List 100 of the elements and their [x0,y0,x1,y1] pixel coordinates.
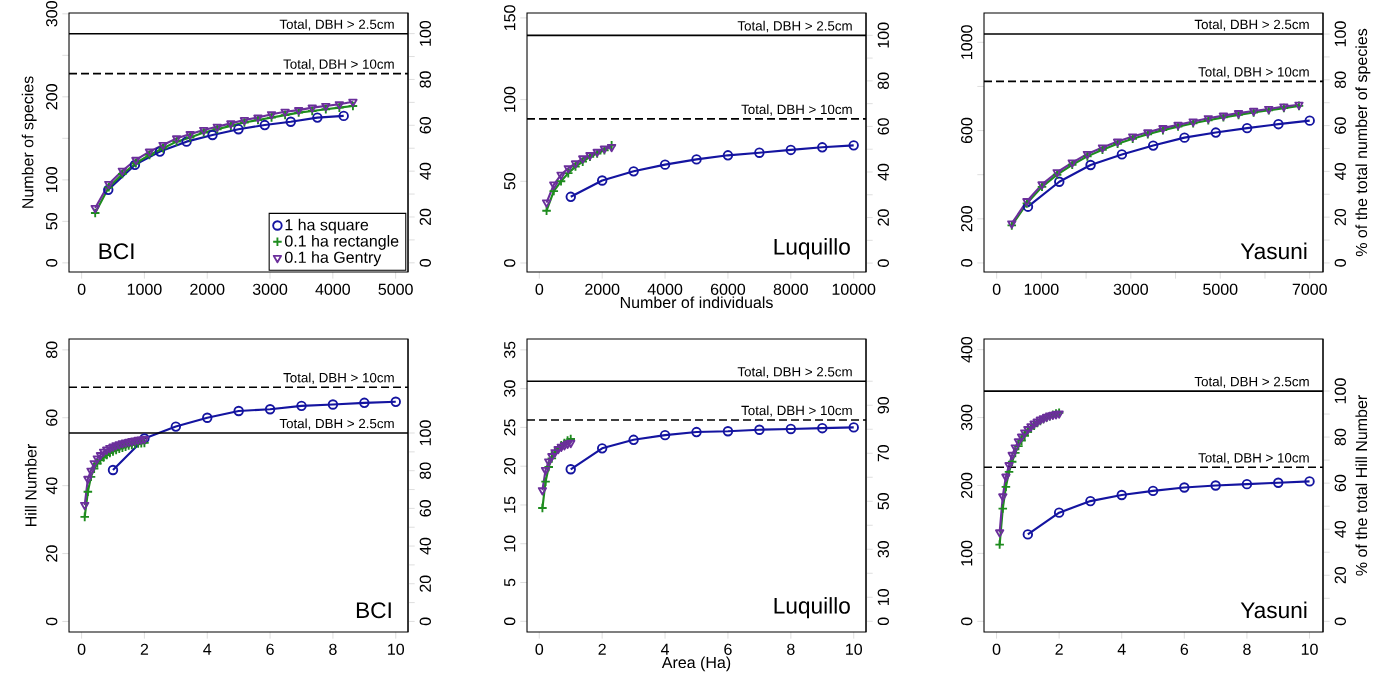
x-tick-label: 6000 [710,283,746,295]
y2-tick-label: 50 [877,492,889,510]
legend-label: 0.1 ha Gentry [284,251,382,267]
y-tick-label: 20 [504,457,516,475]
y-tick-label: 300 [961,404,973,431]
y-tick-label: 0 [961,617,973,626]
x-tick-label: 8 [329,643,337,655]
x-tick-label: 2 [1055,643,1063,655]
annotation: BCI [356,602,391,619]
y2-tick-label: 0 [1334,259,1346,267]
ref-line-label: Total, DBH > 10cm [741,104,852,116]
ref-line-label: Total, DBH > 10cm [741,405,852,417]
y2-tick-label: 60 [877,118,889,135]
y-tick-label: 300 [46,1,58,27]
y-tick-label: 35 [504,341,516,359]
y-tick-label: 200 [961,472,973,499]
ref-line-label: Total, DBH > 2.5cm [279,418,394,430]
legend-label: 1 ha square [285,218,369,234]
y-tick-label: 100 [504,86,516,112]
y-tick-label: 50 [504,173,516,190]
x-tick-label: 4000 [647,283,683,295]
y2-tick-label: 60 [1334,117,1346,134]
y2-tick-label: 40 [877,163,889,181]
y2-tick-label: 0 [419,617,431,626]
x-tick-label: 1000 [127,283,162,295]
y2-tick-label: 100 [877,22,889,48]
x-tick-label: 3000 [252,283,288,295]
ref-line-label: Total, DBH > 10cm [283,59,394,71]
y2-tick-label: 80 [877,72,889,90]
x-tick-label: 8 [1243,643,1251,655]
y-tick-label: 0 [46,617,58,626]
x-tick-label: 8 [787,643,795,655]
x-tick-label: 2 [598,643,606,655]
y2-tick-label: 0 [877,617,889,626]
y-tick-label: 100 [961,540,973,566]
x-tick-label: 10 [846,643,863,655]
x-tick-label: 2000 [585,283,620,295]
ref-line-label: Total, DBH > 2.5cm [737,20,852,33]
y-axis-title: Hill Number [24,444,37,526]
ref-line-label: Total, DBH > 2.5cm [737,366,852,379]
x-tick-label: 5000 [378,283,413,295]
x-tick-label: 7000 [1292,283,1327,295]
y2-tick-label: 60 [1334,474,1346,492]
y-tick-label: 15 [504,496,516,513]
annotation: BCI [99,243,134,260]
y2-tick-label: 10 [877,589,889,605]
y2-tick-label: 100 [419,420,431,446]
y2-tick-label: 100 [419,20,431,46]
x-tick-label: 10 [1301,643,1318,655]
y2-tick-label: 20 [1334,208,1346,226]
y-tick-label: 20 [46,545,58,562]
y2-tick-label: 40 [419,537,431,555]
y2-tick-label: 0 [419,258,431,267]
y-tick-label: 25 [504,419,516,436]
y-tick-label: 10 [504,535,516,552]
y-tick-label: 40 [46,477,58,495]
x-tick-label: 0 [77,283,86,295]
y2-tick-label: 40 [1334,520,1346,538]
x-tick-label: 6 [724,643,732,655]
y2-tick-label: 30 [877,540,889,558]
annotation: Yasuni [1240,242,1307,260]
y-tick-label: 50 [46,213,58,230]
y2-tick-label: 100 [1334,21,1346,47]
y2-tick-label: 60 [419,500,431,517]
y2-tick-label: 80 [1334,71,1346,89]
y2-tick-label: 90 [877,396,889,414]
y2-tick-label: 0 [1334,617,1346,626]
annotation: Luquillo [774,238,850,260]
annotation: Yasuni [1240,601,1307,619]
y2-tick-label: 20 [419,575,431,592]
y-tick-label: 150 [504,5,516,31]
x-tick-label: 3000 [1113,283,1148,295]
x-tick-label: 4 [1117,643,1126,655]
ref-line-label: Total, DBH > 2.5cm [1194,376,1309,388]
y-tick-label: 0 [504,259,516,267]
x-tick-label: 4 [660,643,670,655]
y-tick-label: 200 [961,206,973,232]
legend-label: 0.1 ha rectangle [284,234,399,250]
y2-tick-label: 80 [1334,428,1346,446]
y2-tick-label: 20 [1334,566,1346,584]
x-tick-label: 0 [535,283,544,295]
x-axis-title: Number of individuals [620,296,773,309]
y2-axis-title: % of the total Hill Number [1355,395,1368,576]
x-tick-label: 10 [388,643,405,655]
x-tick-label: 6 [266,643,274,655]
x-tick-label: 6 [1180,643,1189,655]
y-tick-label: 30 [504,380,516,397]
x-tick-label: 2000 [190,283,225,295]
x-tick-label: 0 [77,643,86,655]
y-tick-label: 60 [46,409,58,426]
ref-line-label: Total, DBH > 10cm [1198,452,1309,465]
y-tick-label: 0 [961,259,973,267]
y-tick-label: 600 [961,117,973,144]
y2-tick-label: 40 [419,162,431,180]
ref-line-label: Total, DBH > 2.5cm [1194,19,1309,31]
y-tick-label: 5 [504,578,516,587]
y2-tick-label: 40 [1334,163,1346,180]
x-tick-label: 8000 [773,283,808,295]
ref-line-label: Total, DBH > 10cm [1198,66,1309,79]
y-tick-label: 0 [46,259,58,267]
